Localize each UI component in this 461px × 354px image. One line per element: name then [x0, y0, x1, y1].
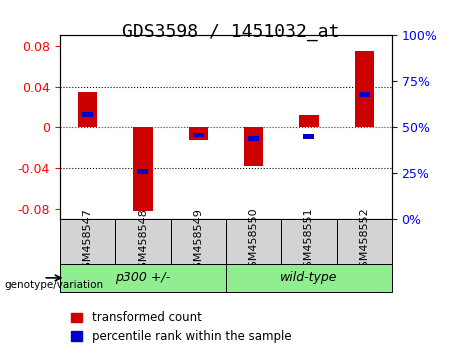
- FancyBboxPatch shape: [60, 219, 115, 264]
- FancyBboxPatch shape: [337, 219, 392, 264]
- Bar: [189, 127, 208, 140]
- Bar: [248, 136, 259, 141]
- Bar: [299, 115, 319, 127]
- Bar: [355, 51, 374, 127]
- Bar: [303, 134, 314, 139]
- Text: GSM458551: GSM458551: [304, 208, 314, 275]
- Text: GSM458552: GSM458552: [359, 208, 369, 275]
- FancyBboxPatch shape: [226, 219, 281, 264]
- Bar: [244, 127, 263, 166]
- FancyBboxPatch shape: [115, 219, 171, 264]
- FancyBboxPatch shape: [171, 219, 226, 264]
- Text: GSM458549: GSM458549: [193, 208, 203, 275]
- Text: GDS3598 / 1451032_at: GDS3598 / 1451032_at: [122, 23, 339, 41]
- FancyBboxPatch shape: [226, 264, 392, 292]
- FancyBboxPatch shape: [281, 219, 337, 264]
- Text: GSM458548: GSM458548: [138, 208, 148, 275]
- Bar: [82, 112, 93, 117]
- Bar: [78, 92, 97, 127]
- Text: GSM458547: GSM458547: [83, 208, 93, 275]
- Bar: [359, 92, 370, 97]
- Text: wild-type: wild-type: [280, 272, 337, 284]
- Text: genotype/variation: genotype/variation: [5, 280, 104, 290]
- Bar: [193, 132, 204, 137]
- Bar: [137, 169, 148, 174]
- Bar: [133, 127, 153, 211]
- Legend: transformed count, percentile rank within the sample: transformed count, percentile rank withi…: [66, 307, 296, 348]
- Text: GSM458550: GSM458550: [248, 208, 259, 275]
- FancyBboxPatch shape: [60, 264, 226, 292]
- Text: p300 +/-: p300 +/-: [115, 272, 171, 284]
